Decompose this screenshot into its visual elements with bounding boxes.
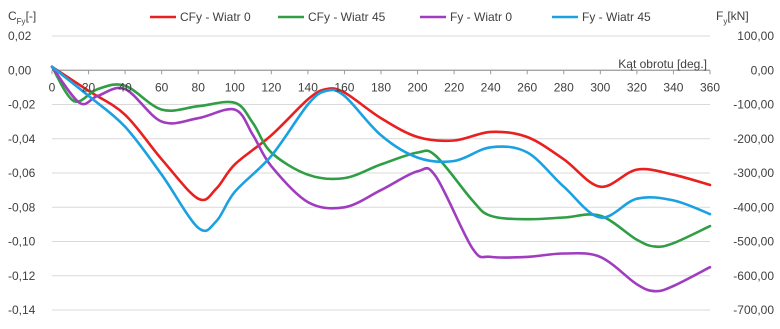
y-left-tick-label: 0,02 bbox=[8, 29, 32, 43]
y-axis-right-title-rest: [kN] bbox=[727, 9, 748, 23]
x-tick-label: 40 bbox=[118, 80, 132, 94]
x-tick-label: 80 bbox=[192, 80, 206, 94]
series-lines bbox=[50, 65, 712, 293]
series-line-0 bbox=[50, 65, 712, 202]
y-left-tick-label: 0,00 bbox=[8, 63, 32, 77]
axis-titles: CFy[-] Fy[kN] Kąt obrotu [deg.] bbox=[8, 9, 749, 71]
x-tick-label: 0 bbox=[49, 80, 56, 94]
series-line-3 bbox=[50, 65, 712, 233]
tick-labels: 0,02 100,00 0,00 0,00 -0,02 -100,00 -0,04 -200,… bbox=[8, 29, 774, 317]
x-tick-label: 160 bbox=[334, 80, 354, 94]
x-tick-label: 340 bbox=[663, 80, 683, 94]
series-line-1 bbox=[50, 65, 712, 249]
x-tick-label: 200 bbox=[408, 80, 428, 94]
legend-label: CFy - Wiatr 0 bbox=[180, 10, 251, 24]
y-axis-left-title-main: C bbox=[8, 9, 17, 23]
y-axis-right-title: Fy[kN] bbox=[716, 9, 749, 26]
x-tick-label: 120 bbox=[261, 80, 281, 94]
x-tick-label: 20 bbox=[82, 80, 96, 94]
y-left-tick-label: -0,14 bbox=[8, 303, 36, 317]
y-right-tick-label: -100,00 bbox=[733, 98, 774, 112]
y-right-tick-label: -600,00 bbox=[733, 269, 774, 283]
x-tick-label: 360 bbox=[700, 80, 720, 94]
x-tick-label: 100 bbox=[225, 80, 245, 94]
y-axis-left-title-rest: [-] bbox=[26, 9, 37, 23]
y-left-tick-label: -0,08 bbox=[8, 200, 36, 214]
x-axis-title: Kąt obrotu [deg.] bbox=[618, 57, 707, 71]
y-right-tick-label: -700,00 bbox=[733, 303, 774, 317]
x-tick-label: 60 bbox=[155, 80, 169, 94]
x-tick-label: 320 bbox=[627, 80, 647, 94]
y-left-tick-label: -0,02 bbox=[8, 98, 36, 112]
legend-label: Fy - Wiatr 45 bbox=[582, 10, 651, 24]
legend-label: Fy - Wiatr 0 bbox=[450, 10, 512, 24]
y-axis-left-title: CFy[-] bbox=[8, 9, 36, 26]
x-tick-label: 140 bbox=[298, 80, 318, 94]
x-tick-label: 240 bbox=[481, 80, 501, 94]
y-axis-right-title-main: F bbox=[716, 9, 723, 23]
y-right-tick-label: -200,00 bbox=[733, 132, 774, 146]
y-right-tick-label: -400,00 bbox=[733, 200, 774, 214]
y-right-tick-label: 100,00 bbox=[737, 29, 774, 43]
y-left-tick-label: -0,06 bbox=[8, 166, 36, 180]
y-right-tick-label: -500,00 bbox=[733, 235, 774, 249]
gridlines bbox=[51, 35, 711, 311]
x-tick-label: 220 bbox=[444, 80, 464, 94]
y-left-tick-label: -0,04 bbox=[8, 132, 36, 146]
x-tick-label: 280 bbox=[554, 80, 574, 94]
x-tick-label: 180 bbox=[371, 80, 391, 94]
x-tick-label: 300 bbox=[590, 80, 610, 94]
legend-label: CFy - Wiatr 45 bbox=[308, 10, 386, 24]
x-tick-label: 260 bbox=[517, 80, 537, 94]
y-left-tick-label: -0,12 bbox=[8, 269, 36, 283]
y-left-tick-label: -0,10 bbox=[8, 235, 36, 249]
y-right-tick-label: 0,00 bbox=[751, 63, 775, 77]
y-axis-left-title-sub: Fy bbox=[17, 17, 26, 26]
y-right-tick-label: -300,00 bbox=[733, 166, 774, 180]
legend: CFy - Wiatr 0 CFy - Wiatr 45 Fy - Wiatr 0 F… bbox=[150, 10, 651, 24]
series-line-2 bbox=[50, 65, 712, 293]
y-axis-right-title-sub: y bbox=[723, 17, 727, 26]
